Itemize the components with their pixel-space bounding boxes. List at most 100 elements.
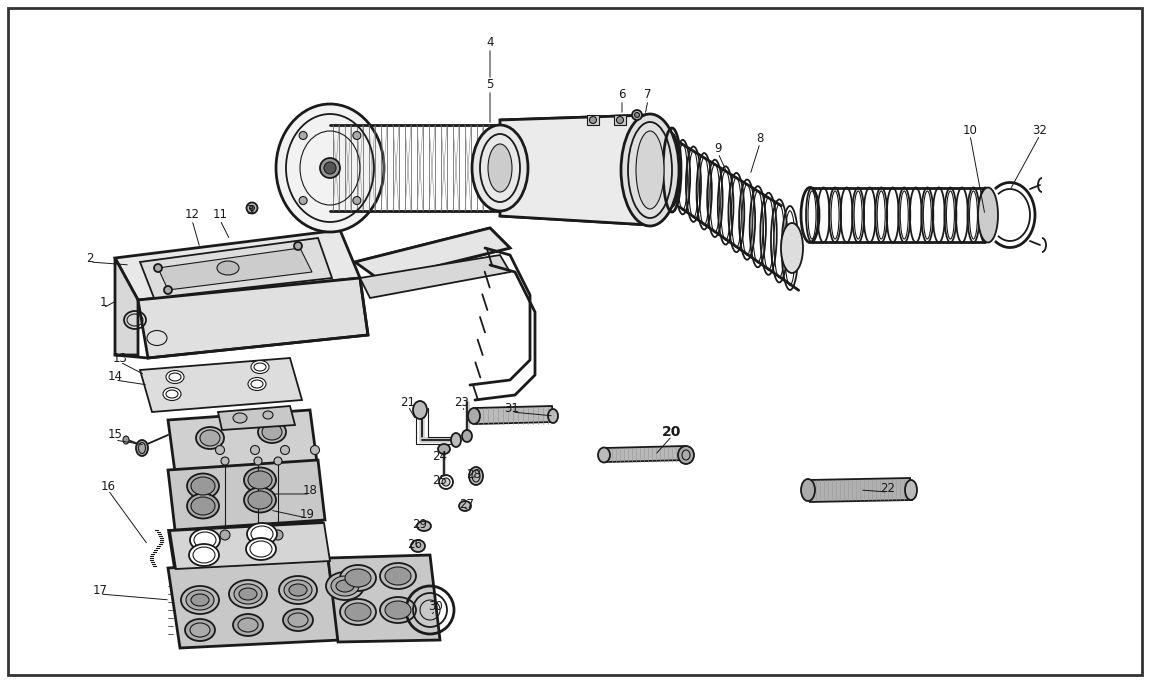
Ellipse shape bbox=[229, 580, 267, 608]
Polygon shape bbox=[605, 446, 687, 462]
Ellipse shape bbox=[678, 446, 693, 464]
Polygon shape bbox=[614, 115, 626, 125]
Circle shape bbox=[250, 206, 254, 210]
Ellipse shape bbox=[345, 569, 371, 587]
Circle shape bbox=[254, 457, 262, 465]
Circle shape bbox=[221, 457, 229, 465]
Circle shape bbox=[299, 197, 307, 204]
Ellipse shape bbox=[186, 590, 214, 610]
Text: 13: 13 bbox=[113, 352, 128, 365]
Text: 9: 9 bbox=[714, 141, 722, 154]
Polygon shape bbox=[500, 115, 650, 225]
Ellipse shape bbox=[385, 601, 411, 619]
Ellipse shape bbox=[163, 387, 181, 400]
Polygon shape bbox=[168, 522, 328, 568]
Ellipse shape bbox=[262, 424, 282, 440]
Ellipse shape bbox=[246, 538, 276, 560]
Text: 29: 29 bbox=[413, 518, 428, 531]
Ellipse shape bbox=[621, 114, 678, 226]
Ellipse shape bbox=[978, 188, 998, 242]
Ellipse shape bbox=[187, 494, 218, 518]
Text: 10: 10 bbox=[963, 124, 978, 137]
Ellipse shape bbox=[191, 497, 215, 515]
Circle shape bbox=[253, 530, 263, 540]
Circle shape bbox=[281, 445, 290, 454]
Ellipse shape bbox=[191, 594, 209, 606]
Circle shape bbox=[353, 197, 361, 204]
Polygon shape bbox=[169, 522, 329, 568]
Ellipse shape bbox=[233, 413, 247, 423]
Ellipse shape bbox=[166, 370, 184, 383]
Ellipse shape bbox=[469, 467, 483, 485]
Circle shape bbox=[164, 286, 172, 294]
Ellipse shape bbox=[598, 447, 610, 462]
Ellipse shape bbox=[472, 125, 528, 211]
Ellipse shape bbox=[380, 597, 416, 623]
Text: 7: 7 bbox=[644, 89, 652, 102]
Polygon shape bbox=[115, 258, 138, 355]
Ellipse shape bbox=[244, 467, 276, 492]
Ellipse shape bbox=[411, 540, 425, 552]
Text: 16: 16 bbox=[100, 481, 115, 494]
Text: 12: 12 bbox=[184, 208, 199, 221]
Text: 1: 1 bbox=[99, 296, 107, 309]
Circle shape bbox=[274, 457, 282, 465]
Text: 27: 27 bbox=[460, 499, 475, 512]
Ellipse shape bbox=[451, 433, 461, 447]
Ellipse shape bbox=[380, 563, 416, 589]
Polygon shape bbox=[158, 248, 312, 290]
Text: 8: 8 bbox=[757, 132, 764, 145]
Text: 17: 17 bbox=[92, 583, 107, 596]
Ellipse shape bbox=[468, 408, 480, 424]
Ellipse shape bbox=[185, 619, 215, 641]
Circle shape bbox=[635, 113, 639, 117]
Ellipse shape bbox=[284, 580, 312, 600]
Ellipse shape bbox=[340, 599, 376, 625]
Text: 6: 6 bbox=[619, 89, 626, 102]
Ellipse shape bbox=[190, 529, 220, 551]
Ellipse shape bbox=[276, 104, 384, 232]
Ellipse shape bbox=[233, 584, 262, 604]
Text: 21: 21 bbox=[400, 395, 415, 408]
Text: 22: 22 bbox=[881, 482, 896, 494]
Ellipse shape bbox=[413, 401, 427, 419]
Ellipse shape bbox=[802, 479, 815, 501]
Ellipse shape bbox=[462, 430, 471, 442]
Ellipse shape bbox=[251, 361, 269, 374]
Circle shape bbox=[320, 158, 340, 178]
Text: 19: 19 bbox=[299, 507, 314, 520]
Ellipse shape bbox=[336, 580, 354, 592]
Circle shape bbox=[251, 445, 260, 454]
Circle shape bbox=[215, 445, 224, 454]
Circle shape bbox=[442, 478, 450, 486]
Ellipse shape bbox=[331, 576, 359, 596]
Ellipse shape bbox=[385, 567, 411, 585]
Ellipse shape bbox=[488, 144, 512, 192]
Polygon shape bbox=[168, 410, 319, 480]
Polygon shape bbox=[168, 558, 340, 648]
Ellipse shape bbox=[263, 411, 273, 419]
Ellipse shape bbox=[233, 614, 263, 636]
Ellipse shape bbox=[325, 572, 365, 600]
Polygon shape bbox=[138, 278, 368, 358]
Circle shape bbox=[299, 131, 307, 139]
Ellipse shape bbox=[189, 544, 218, 566]
Circle shape bbox=[616, 117, 623, 124]
Ellipse shape bbox=[181, 586, 218, 614]
Text: 31: 31 bbox=[505, 402, 520, 415]
Text: 26: 26 bbox=[407, 538, 422, 550]
Circle shape bbox=[632, 110, 642, 120]
Circle shape bbox=[353, 131, 361, 139]
Polygon shape bbox=[115, 230, 360, 300]
Text: 32: 32 bbox=[1033, 124, 1048, 137]
Ellipse shape bbox=[258, 421, 286, 443]
Circle shape bbox=[220, 530, 230, 540]
Circle shape bbox=[590, 117, 597, 124]
Text: 20: 20 bbox=[662, 425, 682, 439]
Text: 5: 5 bbox=[486, 79, 493, 92]
Ellipse shape bbox=[247, 523, 277, 545]
Polygon shape bbox=[328, 555, 440, 642]
Ellipse shape bbox=[217, 261, 239, 275]
Text: 30: 30 bbox=[429, 600, 444, 613]
Polygon shape bbox=[218, 406, 296, 430]
